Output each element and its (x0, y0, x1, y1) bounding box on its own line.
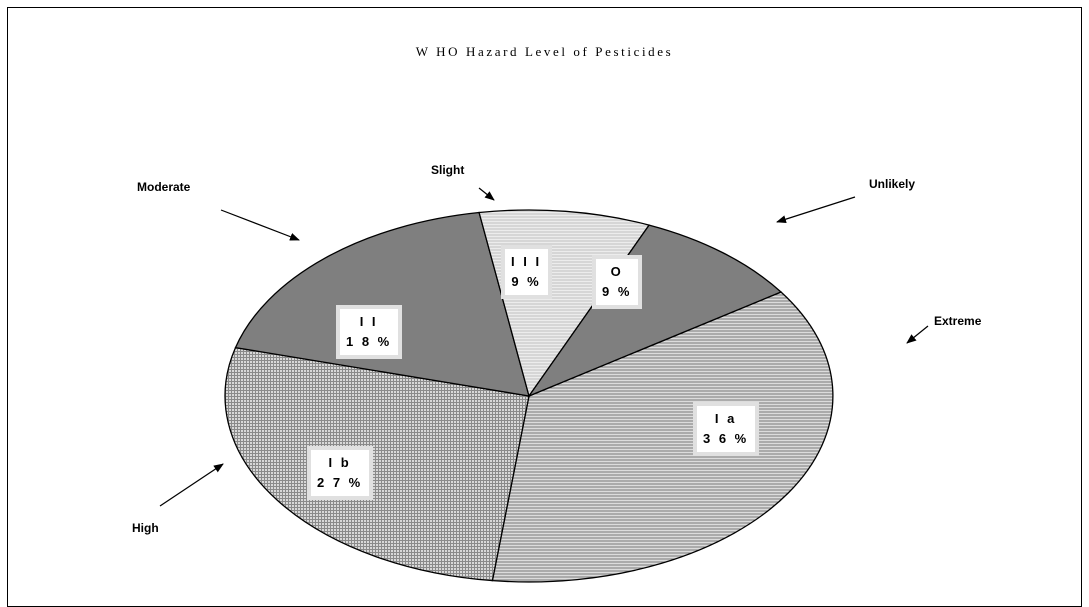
slice-code-ia: I a (714, 411, 737, 426)
slice-label-ii: I I 1 8 % (340, 309, 398, 355)
slice-code-o: O (610, 264, 624, 279)
slice-label-o: O 9 % (596, 259, 638, 305)
chart-title: W HO Hazard Level of Pesticides (415, 44, 674, 59)
callout-arrow-moderate (220, 209, 300, 241)
callout-label-unlikely: Unlikely (869, 177, 916, 191)
slice-code-iii: I I I (511, 254, 542, 269)
pie-slice-ii (234, 211, 530, 397)
pie-slice-ia (491, 291, 834, 583)
callout-label-extreme: Extreme (934, 314, 982, 328)
slice-code-ii: I I (359, 314, 379, 329)
callout-label-high: High (132, 521, 159, 535)
callout-arrow-extreme (906, 325, 929, 344)
callout-arrow-high (159, 463, 224, 507)
slice-percent-ib: 2 7 % (317, 475, 363, 490)
slice-label-iii: I I I 9 % (505, 249, 548, 295)
slice-code-ib: I b (328, 455, 352, 470)
slice-percent-iii: 9 % (511, 274, 542, 289)
slice-percent-o: 9 % (602, 284, 632, 299)
callout-label-slight: Slight (431, 163, 465, 177)
callout-arrow-slight (478, 187, 495, 201)
slice-percent-ii: 1 8 % (346, 334, 392, 349)
slice-label-ib: I b 2 7 % (311, 450, 369, 496)
callout-label-moderate: Moderate (137, 180, 191, 194)
pie-slice-o (527, 224, 783, 398)
pie-slice-ib (224, 346, 530, 582)
slice-label-ia: I a 3 6 % (697, 406, 755, 452)
callout-arrow-unlikely (776, 196, 856, 224)
slice-percent-ia: 3 6 % (703, 431, 749, 446)
